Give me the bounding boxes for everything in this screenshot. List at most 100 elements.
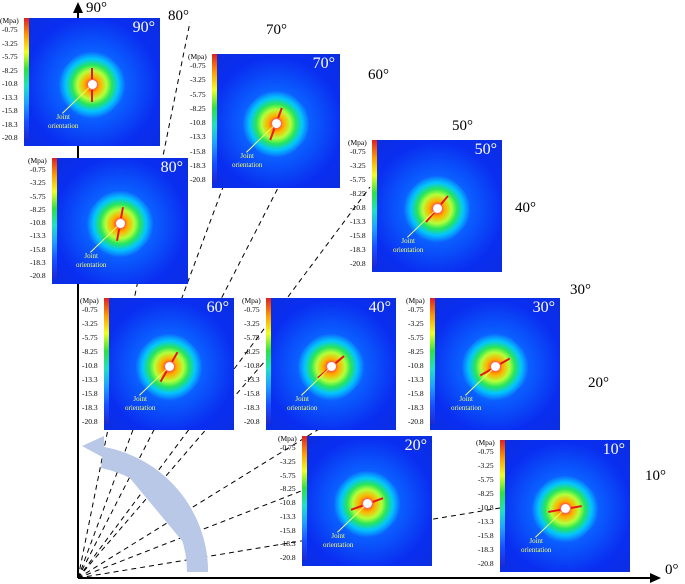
- colorbar-tick: -15.8: [30, 244, 46, 254]
- joint-orientation-callout: Joint orientation: [287, 394, 318, 412]
- stress-contour-map: 20° Joint orientation: [302, 436, 432, 566]
- stress-contour-map: 50° Joint orientation: [372, 140, 502, 272]
- y-axis-arrowhead-icon: [73, 2, 83, 13]
- ray-angle-label: 80°: [168, 8, 189, 24]
- colorbar-tick: -3.25: [2, 38, 18, 48]
- colorbar: [372, 140, 377, 266]
- colorbar-tick: -3.25: [350, 161, 366, 170]
- colorbar-tick: -5.75: [2, 52, 18, 61]
- panel-title: 70°: [312, 55, 335, 72]
- colorbar-unit: (Mpa): [476, 438, 495, 447]
- colorbar-tick: -5.75: [478, 475, 494, 484]
- y-axis-label: 90°: [86, 0, 107, 16]
- stress-contour-map: 90° Joint orientation: [24, 18, 160, 146]
- colorbar-unit: (Mpa): [242, 296, 261, 305]
- joint-orientation-callout: Joint orientation: [521, 536, 552, 554]
- stress-panel: 40° Joint orientation (Mpa) -0.75 -3.25 -5.75 -…: [242, 297, 396, 430]
- colorbar-tick: -3.25: [408, 319, 424, 328]
- ray-angle-label: 10°: [645, 468, 666, 484]
- panel-title: 90°: [132, 19, 155, 36]
- ray-angle-label: 40°: [515, 200, 536, 216]
- borehole: [362, 499, 372, 509]
- angle-ray: [77, 302, 316, 579]
- stress-panel: 90° Joint orientation (Mpa) -0.75 -3.25 -5.75 -…: [0, 17, 160, 146]
- colorbar-tick: -10.8: [2, 79, 18, 88]
- colorbar-tick: -8.25: [30, 204, 46, 214]
- panel-title: 20°: [404, 437, 427, 454]
- colorbar-tick: -10.8: [280, 498, 296, 507]
- colorbar-tick: -8.25: [350, 189, 366, 198]
- colorbar-tick: -20.8: [30, 271, 46, 280]
- colorbar-tick: -18.3: [30, 257, 46, 267]
- colorbar-tick: -3.25: [478, 461, 494, 470]
- colorbar-tick: -10.8: [350, 203, 366, 212]
- colorbar-tick: -3.25: [30, 178, 46, 188]
- panel-title: 40°: [368, 299, 391, 316]
- colorbar-unit: (Mpa): [348, 138, 367, 147]
- colorbar-tick: -0.75: [190, 61, 206, 70]
- colorbar-tick: -20.8: [82, 417, 98, 426]
- stress-panel: 50° Joint orientation (Mpa) -0.75 -3.25 -5.75 -…: [348, 139, 502, 272]
- colorbar-tick: -13.3: [2, 92, 18, 102]
- panel-title: 30°: [532, 299, 555, 316]
- colorbar-tick: -0.75: [82, 305, 98, 314]
- colorbar-tick: -10.8: [190, 118, 206, 127]
- colorbar-tick: -13.3: [350, 217, 366, 226]
- stress-panel: 10° Joint orientation (Mpa) -0.75 -3.25 -5.75 -…: [476, 439, 630, 572]
- stress-panel: 30° Joint orientation (Mpa) -0.75 -3.25 -5.75 -…: [406, 297, 560, 430]
- colorbar-tick: -20.8: [408, 417, 424, 426]
- stress-panel: 20° Joint orientation (Mpa) -0.75 -3.25 -5.75 -…: [278, 435, 432, 566]
- colorbar-tick: -3.25: [244, 319, 260, 328]
- joint-orientation-callout: Joint orientation: [125, 394, 156, 412]
- joint-orientation-callout: Joint orientation: [393, 236, 424, 254]
- colorbar-tick: -13.3: [30, 231, 46, 241]
- colorbar: [212, 54, 217, 182]
- colorbar-tick: -15.8: [280, 525, 296, 535]
- panel-title: 10°: [602, 441, 625, 458]
- joint-orientation-callout: Joint orientation: [451, 394, 482, 412]
- colorbar-tick: -15.8: [2, 106, 18, 115]
- colorbar-tick: -0.75: [408, 305, 424, 314]
- stress-contour-map: 80° Joint orientation: [52, 158, 188, 284]
- colorbar-tick: -10.8: [82, 361, 98, 370]
- colorbar: [266, 298, 271, 424]
- colorbar: [24, 18, 29, 140]
- colorbar-tick: -20.8: [244, 417, 260, 426]
- colorbar-tick: -5.75: [280, 470, 296, 480]
- stress-panel: 80° Joint orientation (Mpa) -0.75 -3.25 -5.75 -…: [28, 157, 188, 284]
- colorbar-tick: -5.75: [244, 333, 260, 342]
- colorbar-tick: -13.3: [408, 375, 424, 384]
- colorbar-tick: -18.3: [82, 403, 98, 412]
- stress-contour-map: 40° Joint orientation: [266, 298, 396, 430]
- colorbar-tick: -8.25: [280, 484, 296, 494]
- colorbar-tick: -15.8: [350, 231, 366, 240]
- stress-panel: 70° Joint orientation (Mpa) -0.75 -3.25 -5.75 -…: [188, 53, 340, 188]
- colorbar-tick: -13.3: [82, 375, 98, 384]
- ray-angle-label: 70°: [266, 22, 287, 38]
- colorbar-tick: -3.25: [190, 75, 206, 85]
- ray-angle-label: 60°: [368, 67, 389, 83]
- stress-contour-map: 10° Joint orientation: [500, 440, 630, 572]
- colorbar-tick: -15.8: [82, 389, 98, 398]
- ray-angle-label: 50°: [452, 118, 473, 134]
- colorbar-tick: -5.75: [82, 333, 98, 342]
- colorbar-tick: -0.75: [2, 25, 18, 34]
- colorbar-tick: -8.25: [82, 347, 98, 356]
- colorbar-tick: -18.3: [2, 119, 18, 129]
- colorbar-tick: -13.3: [190, 132, 206, 142]
- colorbar-tick: -20.8: [280, 553, 296, 562]
- colorbar-tick: -15.8: [190, 146, 206, 156]
- borehole: [490, 362, 500, 372]
- colorbar-tick: -18.3: [408, 403, 424, 412]
- colorbar-tick: -20.8: [2, 133, 18, 142]
- joint-orientation-callout: Joint orientation: [76, 251, 107, 269]
- colorbar-unit: (Mpa): [406, 296, 425, 305]
- colorbar-tick: -15.8: [408, 389, 424, 398]
- colorbar: [302, 436, 307, 560]
- colorbar-tick: -5.75: [408, 333, 424, 342]
- borehole: [87, 80, 97, 90]
- stress-contour-map: 30° Joint orientation: [430, 298, 560, 430]
- colorbar-tick: -18.3: [350, 245, 366, 254]
- borehole: [271, 119, 281, 129]
- colorbar-tick: -0.75: [478, 447, 494, 456]
